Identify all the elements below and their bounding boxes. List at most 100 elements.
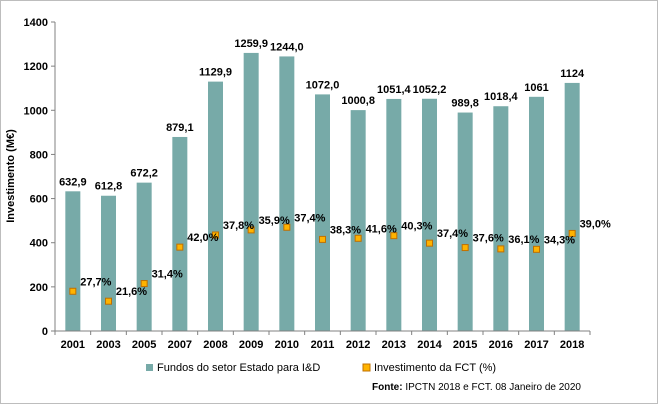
legend-bar-swatch — [146, 364, 153, 371]
y-tick-label: 0 — [42, 326, 48, 338]
pct-value-label: 37,8% — [223, 220, 254, 232]
bar-value-label: 1259,9 — [234, 38, 268, 50]
bar-value-label: 989,8 — [451, 98, 479, 110]
bar-value-label: 1072,0 — [306, 79, 340, 91]
x-tick-label: 2011 — [311, 339, 335, 351]
bar — [172, 136, 188, 331]
pct-value-label: 37,4% — [294, 212, 325, 224]
x-tick-label: 2005 — [132, 339, 156, 351]
x-axis: 2001 2003 2005 2007 2008 2009 2010 2011 2012 2013… — [54, 331, 591, 351]
pct-value-label: 37,4% — [437, 228, 468, 240]
y-tick-label: 200 — [30, 282, 48, 294]
pct-value-label: 37,6% — [473, 233, 504, 245]
x-tick-label: 2017 — [524, 339, 548, 351]
bar — [493, 106, 509, 331]
bar-value-label: 672,2 — [130, 168, 158, 180]
legend-bar-label: Fundos do setor Estado para I&D — [157, 362, 320, 374]
pct-marker — [176, 243, 184, 251]
bar — [564, 82, 580, 331]
pct-value-label: 27,7% — [80, 276, 111, 288]
bar — [65, 191, 81, 331]
bar-series — [65, 52, 580, 332]
pct-marker — [426, 239, 433, 247]
bar — [136, 182, 152, 331]
pct-value-label: 40,3% — [401, 221, 432, 233]
bar-value-label: 1000,8 — [341, 95, 375, 107]
x-tick-label: 2016 — [489, 339, 513, 351]
pct-marker — [390, 232, 398, 240]
y-axis-label: Investimento (M€) — [5, 129, 17, 223]
pct-marker — [497, 245, 505, 253]
bar — [208, 81, 223, 331]
pct-marker — [140, 280, 148, 288]
source-text: IPCTN 2018 e FCT. 08 Janeiro de 2020 — [403, 382, 582, 393]
pct-marker — [354, 234, 362, 242]
bar-value-label: 1061 — [524, 82, 548, 94]
x-tick-label: 2003 — [96, 339, 120, 351]
pct-value-label: 21,6% — [116, 286, 147, 298]
pct-marker — [212, 231, 219, 239]
pct-marker — [283, 223, 291, 231]
source-note: Fonte: IPCTN 2018 e FCT. 08 Janeiro de 2… — [372, 382, 581, 393]
bar-value-label: 879,1 — [166, 122, 194, 134]
pct-value-label: 36,1% — [508, 234, 539, 246]
x-tick-label: 2009 — [239, 339, 263, 351]
bar — [422, 98, 437, 331]
y-tick-label: 800 — [30, 149, 48, 161]
pct-value-label: 39,0% — [580, 218, 611, 230]
bar — [279, 56, 295, 331]
bar-value-label: 632,9 — [59, 176, 87, 188]
bar-value-label: 1052,2 — [413, 84, 447, 96]
pct-marker — [247, 226, 255, 234]
pct-marker — [568, 229, 576, 237]
bar — [529, 96, 544, 331]
y-tick-label: 400 — [30, 238, 48, 250]
y-tick-label: 1200 — [24, 61, 48, 73]
pct-value-label: 31,4% — [152, 269, 183, 281]
y-tick-label: 1000 — [24, 105, 48, 117]
bar-value-label: 1051,4 — [377, 84, 412, 96]
pct-marker — [69, 287, 77, 295]
pct-marker — [319, 235, 326, 243]
pct-marker — [461, 244, 469, 252]
pct-value-label: 38,3% — [330, 224, 361, 236]
x-tick-label: 2008 — [203, 339, 227, 351]
bar — [101, 195, 116, 331]
pct-marker — [105, 297, 112, 305]
x-tick-label: 2012 — [346, 339, 370, 351]
x-tick-label: 2007 — [168, 339, 192, 351]
source-bold: Fonte: — [372, 382, 403, 393]
pct-value-label: 42,0% — [187, 232, 218, 244]
y-axis: 0 200 400 600 800 1000 1200 1400 — [24, 17, 55, 338]
bar — [243, 52, 259, 332]
y-tick-label: 600 — [30, 194, 48, 206]
pct-marker — [533, 245, 540, 253]
pct-value-labels: 27,7% 21,6% 31,4% 42,0% 37,8% 35,9% 37,4% 38,3%… — [80, 212, 611, 298]
x-tick-label: 2015 — [453, 339, 477, 351]
legend: Fundos do setor Estado para I&D Investim… — [146, 362, 496, 374]
pct-marker-series — [69, 223, 576, 305]
x-tick-label: 2010 — [275, 339, 299, 351]
bar-value-label: 1129,9 — [199, 67, 232, 79]
pct-value-label: 41,6% — [366, 223, 397, 235]
bar — [350, 110, 366, 331]
bar — [386, 98, 402, 331]
y-tick-label: 1400 — [24, 17, 48, 29]
bar-value-label: 1018,4 — [484, 91, 519, 103]
bar-value-labels: 632,9 612,8 672,2 879,1 1129,9 1259,9 1244,0 10… — [59, 38, 585, 193]
bar — [457, 112, 473, 331]
x-tick-label: 2018 — [560, 339, 584, 351]
bar-value-label: 1244,0 — [270, 41, 304, 53]
bar-value-label: 612,8 — [95, 181, 123, 193]
legend-marker-label: Investimento da FCT (%) — [374, 362, 496, 374]
pct-value-label: 34,3% — [544, 234, 575, 246]
bar-value-label: 1124 — [560, 68, 585, 80]
x-tick-label: 2014 — [417, 339, 442, 351]
x-tick-label: 2001 — [61, 339, 85, 351]
pct-value-label: 35,9% — [259, 215, 290, 227]
bar — [315, 94, 330, 331]
legend-marker-swatch — [362, 363, 371, 372]
x-tick-label: 2013 — [382, 339, 406, 351]
